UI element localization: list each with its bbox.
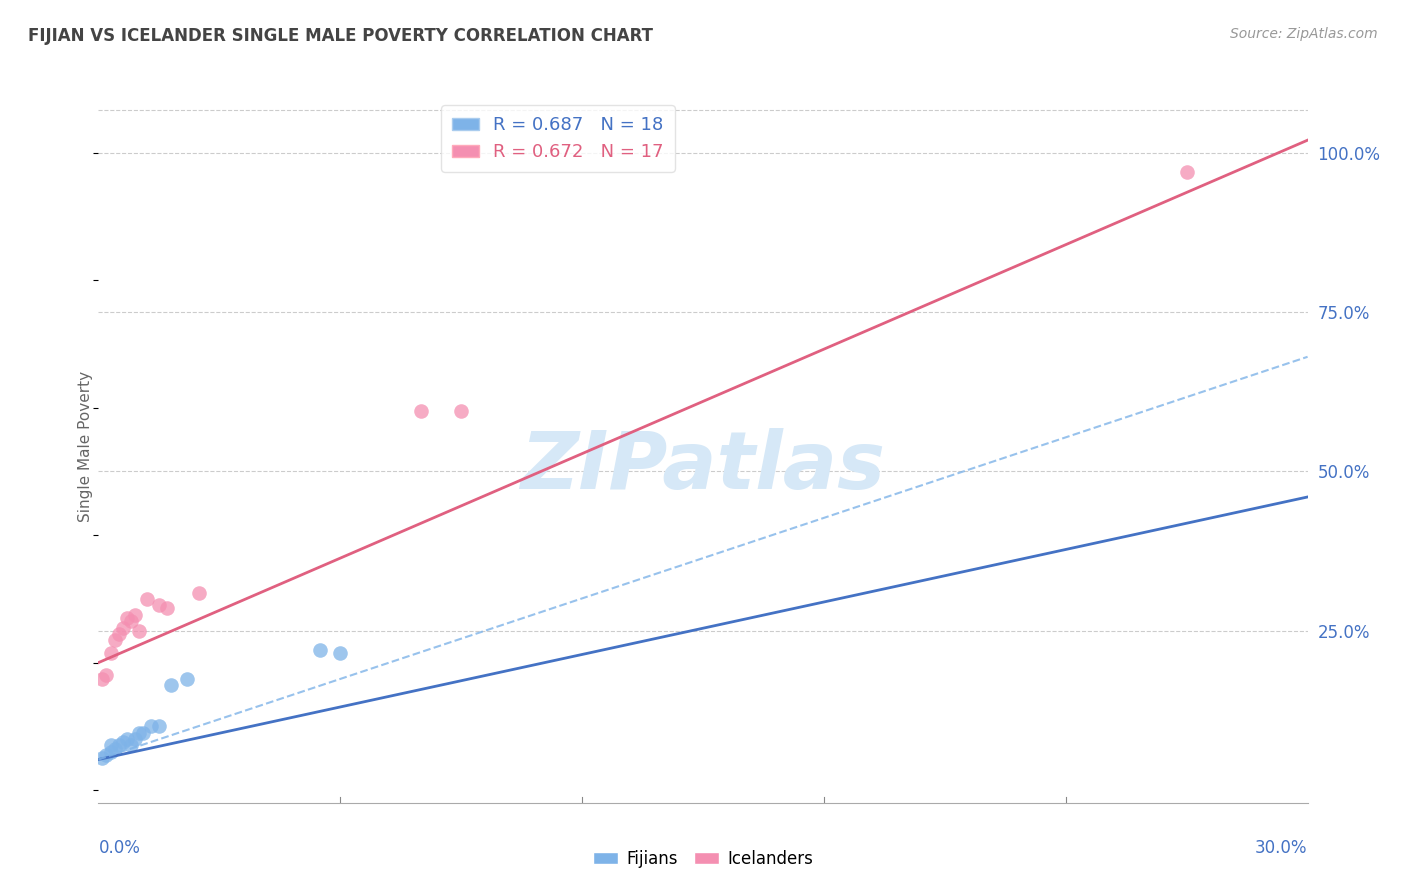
Point — [309, 643, 332, 657]
Point — [111, 621, 134, 635]
Point — [132, 725, 155, 739]
Point — [135, 591, 157, 606]
Point — [96, 747, 118, 762]
Point — [115, 732, 138, 747]
Point — [107, 627, 129, 641]
Point — [100, 646, 122, 660]
Point — [128, 624, 150, 638]
Y-axis label: Single Male Poverty: Single Male Poverty — [77, 370, 93, 522]
Legend: R = 0.687   N = 18, R = 0.672   N = 17: R = 0.687 N = 18, R = 0.672 N = 17 — [441, 105, 675, 172]
Legend: Fijians, Icelanders: Fijians, Icelanders — [586, 844, 820, 875]
Point — [450, 404, 472, 418]
Point — [128, 725, 150, 739]
Point — [329, 646, 352, 660]
Point — [91, 751, 114, 765]
Point — [124, 607, 146, 622]
Text: ZIPatlas: ZIPatlas — [520, 428, 886, 507]
Point — [91, 672, 114, 686]
Point — [96, 668, 118, 682]
Point — [148, 719, 170, 733]
Text: FIJIAN VS ICELANDER SINGLE MALE POVERTY CORRELATION CHART: FIJIAN VS ICELANDER SINGLE MALE POVERTY … — [28, 27, 654, 45]
Text: 30.0%: 30.0% — [1256, 838, 1308, 856]
Point — [111, 735, 134, 749]
Point — [176, 672, 198, 686]
Point — [139, 719, 162, 733]
Point — [1175, 165, 1198, 179]
Point — [148, 599, 170, 613]
Point — [103, 633, 125, 648]
Point — [100, 745, 122, 759]
Point — [124, 732, 146, 747]
Point — [160, 678, 183, 692]
Point — [115, 611, 138, 625]
Point — [107, 739, 129, 753]
Text: 0.0%: 0.0% — [98, 838, 141, 856]
Point — [409, 404, 432, 418]
Point — [188, 585, 211, 599]
Point — [103, 741, 125, 756]
Point — [100, 739, 122, 753]
Text: Source: ZipAtlas.com: Source: ZipAtlas.com — [1230, 27, 1378, 41]
Point — [120, 739, 142, 753]
Point — [120, 614, 142, 628]
Point — [156, 601, 179, 615]
